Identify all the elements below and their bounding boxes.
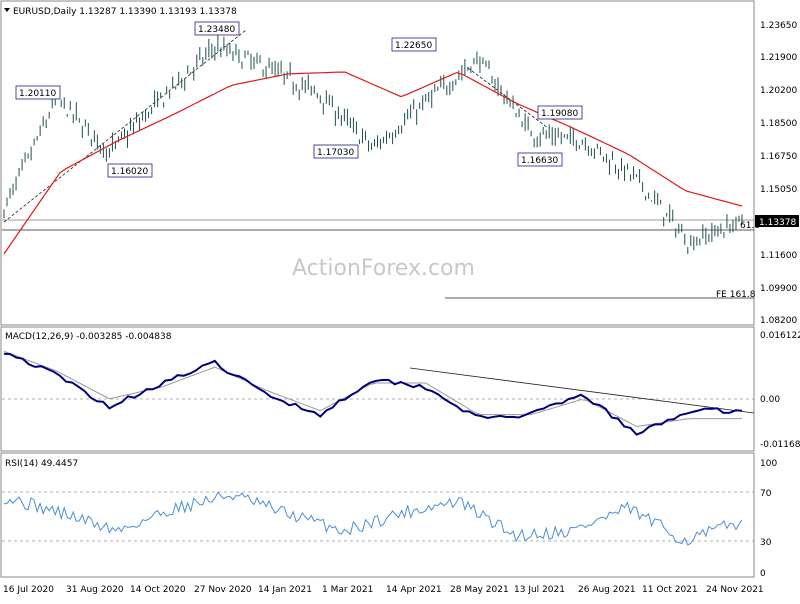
rsi-panel (0, 452, 755, 578)
rising-dashed-trendline (3, 29, 247, 223)
annotation-1-17030: 1.17030 (313, 144, 359, 159)
svg-text:1.23480: 1.23480 (198, 25, 235, 35)
x-tick-label: 14 Jan 2021 (258, 585, 312, 595)
svg-text:1.08200: 1.08200 (760, 316, 797, 326)
svg-text:1.18500: 1.18500 (760, 119, 797, 129)
svg-text:1.20200: 1.20200 (760, 86, 797, 96)
svg-text:1.11600: 1.11600 (760, 251, 797, 261)
x-axis: 16 Jul 2020 31 Aug 2020 14 Oct 2020 27 N… (3, 585, 764, 595)
svg-text:1.13378: 1.13378 (759, 218, 796, 228)
x-tick-label: 28 May 2021 (450, 585, 509, 595)
svg-text:30: 30 (760, 538, 772, 548)
fib-61-8-label: 61.8 (740, 221, 760, 231)
macd-trendline (409, 367, 755, 414)
x-tick-label: 27 Nov 2020 (194, 585, 252, 595)
svg-text:1.21900: 1.21900 (760, 53, 797, 63)
macd-header-text: MACD(12,26,9) -0.003285 -0.004838 (5, 332, 172, 342)
svg-text:1.22650: 1.22650 (395, 41, 432, 51)
svg-text:0: 0 (760, 569, 766, 579)
macd-signal-line (3, 350, 742, 428)
svg-text:1.16750: 1.16750 (760, 152, 797, 162)
price-panel (0, 0, 755, 326)
rsi-header-text: RSI(14) 49.4457 (5, 459, 78, 469)
svg-text:1.09900: 1.09900 (760, 284, 797, 294)
rsi-y-axis: 100 70 30 0 (760, 459, 777, 579)
svg-text:1.23650: 1.23650 (760, 21, 797, 31)
annotation-1-16630: 1.16630 (517, 152, 563, 167)
svg-text:1.16630: 1.16630 (521, 156, 558, 166)
annotation-1-20110: 1.20110 (15, 85, 61, 100)
svg-text:1.16020: 1.16020 (111, 167, 148, 177)
svg-text:1.15050: 1.15050 (760, 185, 797, 195)
svg-text:100: 100 (760, 459, 777, 469)
svg-text:1.17030: 1.17030 (317, 148, 354, 158)
x-tick-label: 14 Apr 2021 (386, 585, 442, 595)
x-tick-label: 16 Jul 2020 (3, 585, 54, 595)
collapse-triangle-icon[interactable] (4, 8, 10, 12)
svg-text:1.19080: 1.19080 (541, 109, 578, 119)
price-y-axis: 1.23650 1.21900 1.20200 1.18500 1.16750 … (760, 21, 797, 326)
watermark-text: ActionForex.com (292, 256, 475, 281)
annotation-1-16020: 1.16020 (107, 163, 153, 178)
x-tick-label: 11 Oct 2021 (642, 585, 698, 595)
current-price-badge: 1.13378 (755, 215, 799, 228)
macd-line (3, 352, 743, 436)
annotation-1-19080: 1.19080 (537, 105, 583, 120)
macd-panel (0, 326, 755, 452)
annotation-1-23480: 1.23480 (194, 21, 240, 36)
x-tick-label: 1 Mar 2021 (322, 585, 373, 595)
moving-average-line (3, 71, 743, 255)
rsi-line (3, 491, 743, 546)
svg-text:0.016122: 0.016122 (760, 331, 800, 341)
svg-text:70: 70 (760, 489, 772, 499)
annotation-1-22650: 1.22650 (391, 37, 437, 52)
x-tick-label: 13 Jul 2021 (514, 585, 565, 595)
x-tick-label: 24 Nov 2021 (706, 585, 764, 595)
fe-161-8-label: FE 161.8 (716, 290, 756, 300)
x-tick-label: 14 Oct 2020 (130, 585, 186, 595)
svg-text:1.20110: 1.20110 (19, 89, 56, 99)
x-tick-label: 26 Aug 2021 (578, 585, 636, 595)
price-bars (3, 35, 743, 254)
x-tick-label: 31 Aug 2020 (66, 585, 124, 595)
falling-dashed-trendline (467, 67, 549, 129)
price-header-text: EURUSD,Daily 1.13287 1.13390 1.13193 1.1… (13, 7, 237, 17)
svg-text:0.00: 0.00 (760, 395, 780, 405)
